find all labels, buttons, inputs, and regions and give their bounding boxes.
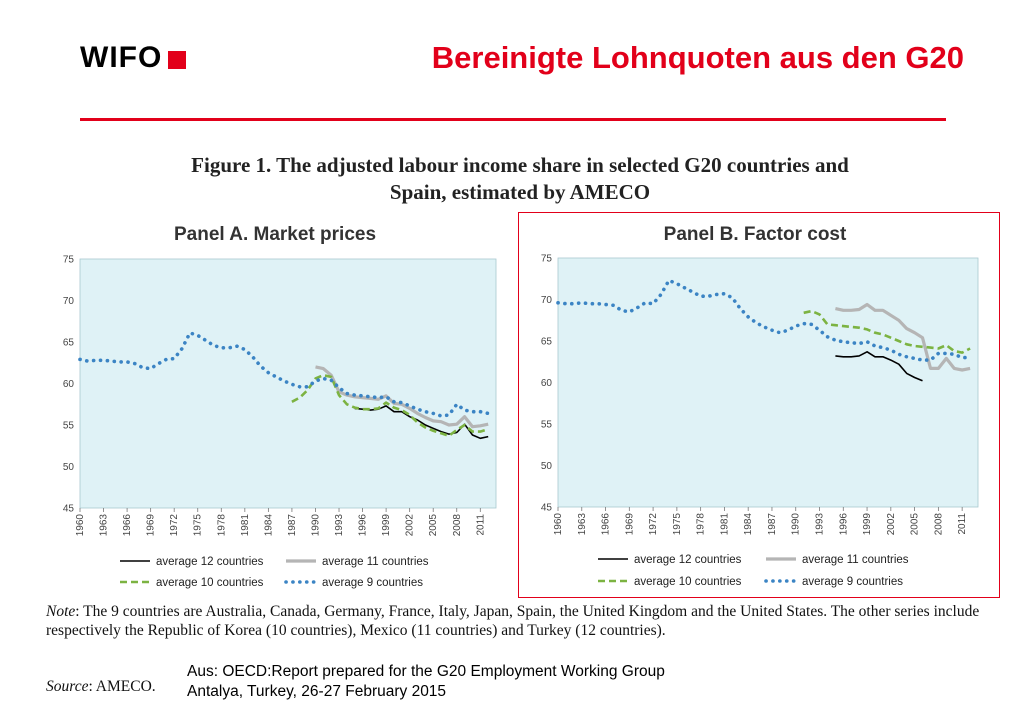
panel-b-x-tick-label: 1993 [815,513,826,536]
panel-a-x-tick-label: 1963 [99,514,110,537]
panel-b-legend-11-label: average 11 countries [802,554,909,566]
panel-a-x-tick-label: 1984 [263,514,274,537]
panel-a-x-tick-label: 1978 [216,514,227,537]
logo-text: WIFO [80,41,163,74]
panel-b-series-12-line [835,351,923,382]
panel-b-chart: Panel B. Factor cost 45 50 55 60 65 70 75 1960 19… [541,224,979,588]
panel-a-y-tick-label: 45 [63,504,75,515]
panel-a-series-10-line [291,373,489,438]
panel-b-x-tick-label: 2002 [886,513,897,536]
panel-a-y-tick-label: 55 [63,421,75,432]
panel-a-y-tick-label: 50 [63,462,75,473]
panel-a-x-tick-label: 2005 [428,514,439,537]
figure-title-line-2: Spain, estimated by AMECO [389,180,651,204]
panel-b-y-tick-label: 60 [541,378,553,389]
slide-title: Bereinigte Lohnquoten aus den G20 [431,40,964,75]
panel-b-x-tick-label: 1972 [648,513,659,536]
panel-a-legend-12-label: average 12 countries [156,556,264,568]
panel-b-highlight-frame [518,212,1000,598]
panel-b-x-tick-label: 1966 [601,513,612,536]
panel-a-x-tick-label: 1969 [146,514,157,537]
panel-a-x-tick-label: 1993 [334,514,345,537]
panel-b-legend-12-label: average 12 countries [634,554,742,566]
panel-b-x-tick-label: 2008 [933,513,944,536]
panel-b-plot-area [557,257,979,508]
panel-b-title: Panel B. Factor cost [664,224,847,245]
panel-b-x-tick-label: 1975 [672,513,683,536]
panel-a-y-tick-label: 65 [63,338,75,349]
panel-a-legend-9-label: average 9 countries [322,577,423,589]
panel-b-y-tick-label: 75 [541,254,553,265]
panel-a-x-tick-label: 1960 [75,514,86,537]
wifo-logo: WIFO [80,40,187,76]
panel-b-legend-9-label: average 9 countries [802,576,903,588]
panel-b-x-tick-label: 1984 [743,513,754,536]
panel-a-x-tick-label: 1972 [169,514,180,537]
panel-b-legend-10-label: average 10 countries [634,576,742,588]
panel-a-x-tick-label: 2002 [405,514,416,537]
caption-line-1: Aus: OECD:Report prepared for the G20 Em… [187,663,665,680]
panel-a-x-tick-label: 1987 [287,514,298,537]
note-label: Note [46,603,76,620]
panel-a-x-tick-label: 1975 [193,514,204,537]
panel-a-legend-11-label: average 11 countries [322,556,429,568]
panel-b-x-tick-label: 2011 [957,513,968,535]
logo-square-icon [168,51,187,69]
panel-b-y-tick-label: 65 [541,337,553,348]
panel-a-legend-10-label: average 10 countries [156,577,264,589]
panel-b-x-tick-label: 1960 [553,513,564,536]
caption-line-2: Antalya, Turkey, 26-27 February 2015 [187,683,447,700]
panel-a-chart: Panel A. Market prices 45 50 55 60 65 70 75 1960… [63,224,497,589]
panel-b-x-tick-label: 1978 [696,513,707,536]
panel-a-series-9-line [78,331,491,418]
panel-a-x-tick-label: 2011 [475,514,486,536]
panel-a-y-tick-label: 70 [63,296,75,307]
panel-a-x-tick-label: 1999 [381,514,392,537]
figure-source: Source: AMECO. [46,678,156,696]
panel-b-x-tick-label: 1996 [838,513,849,536]
source-text: : AMECO. [88,678,156,695]
panel-b-y-tick-label: 55 [541,420,553,431]
figure-title: Figure 1. The adjusted labour income sha… [60,152,980,206]
panel-b-y-tick-label: 45 [541,503,553,514]
panel-a-x-tick-label: 1981 [240,514,251,537]
panel-b-series-11-line [835,302,971,372]
panel-b-x-tick-label: 1969 [624,513,635,536]
panel-b-x-tick-label: 1990 [791,513,802,536]
panel-b-x-tick-label: 1963 [577,513,588,536]
panel-a-title: Panel A. Market prices [174,224,376,245]
panel-b-series-9-line [556,278,972,362]
figure-title-line-1: Figure 1. The adjusted labour income sha… [191,153,849,177]
panel-b-x-tick-label: 1999 [862,513,873,536]
panel-a-x-tick-label: 1990 [310,514,321,537]
title-divider [80,118,946,121]
panel-a-x-tick-label: 1996 [358,514,369,537]
panel-b-x-tick-label: 1987 [767,513,778,536]
panel-b-x-tick-label: 1981 [719,513,730,536]
slide-caption: Aus: OECD:Report prepared for the G20 Em… [187,662,665,702]
panel-a-series-11-line [315,365,489,429]
source-label: Source [46,678,89,695]
panel-b-x-tick-label: 2005 [910,513,921,536]
panel-a-y-tick-label: 60 [63,379,75,390]
panel-b-y-tick-label: 50 [541,461,553,472]
note-text: : The 9 countries are Australia, Canada,… [46,603,980,639]
panel-a-plot-area [79,258,497,509]
panel-b-y-tick-label: 70 [541,295,553,306]
panel-a-x-tick-label: 1966 [122,514,133,537]
panel-a-x-tick-label: 2008 [452,514,463,537]
panel-b-series-10-line [803,309,971,354]
panel-a-y-tick-label: 75 [63,255,75,266]
figure-note: Note: The 9 countries are Australia, Can… [46,603,986,640]
